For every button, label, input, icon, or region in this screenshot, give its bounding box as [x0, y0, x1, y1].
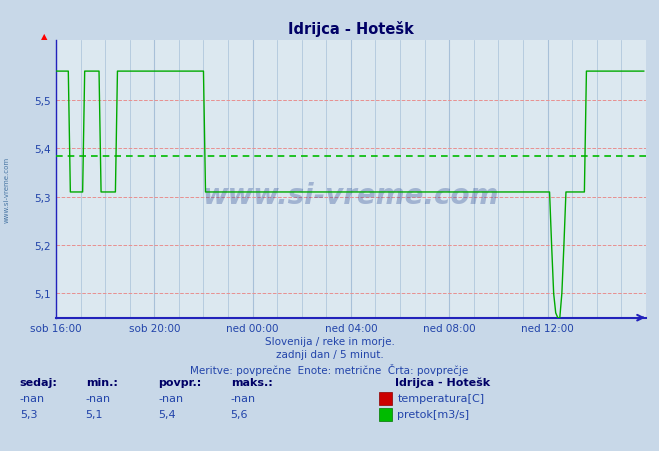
Text: povpr.:: povpr.:	[158, 377, 202, 387]
Text: -nan: -nan	[20, 393, 45, 403]
Text: 5,3: 5,3	[20, 409, 38, 419]
Text: temperatura[C]: temperatura[C]	[397, 393, 484, 403]
Text: 5,1: 5,1	[86, 409, 103, 419]
Text: Idrijca - Hotešk: Idrijca - Hotešk	[395, 377, 490, 387]
Text: Meritve: povprečne  Enote: metrične  Črta: povprečje: Meritve: povprečne Enote: metrične Črta:…	[190, 363, 469, 375]
Title: Idrijca - Hotešk: Idrijca - Hotešk	[288, 21, 414, 37]
Text: zadnji dan / 5 minut.: zadnji dan / 5 minut.	[275, 350, 384, 359]
Text: -nan: -nan	[231, 393, 256, 403]
Text: 5,4: 5,4	[158, 409, 176, 419]
Text: www.si-vreme.com: www.si-vreme.com	[203, 182, 499, 210]
Text: pretok[m3/s]: pretok[m3/s]	[397, 409, 469, 419]
Text: min.:: min.:	[86, 377, 117, 387]
Text: -nan: -nan	[86, 393, 111, 403]
Text: sedaj:: sedaj:	[20, 377, 57, 387]
Text: maks.:: maks.:	[231, 377, 272, 387]
Text: www.si-vreme.com: www.si-vreme.com	[3, 156, 10, 222]
Text: -nan: -nan	[158, 393, 183, 403]
Text: Slovenija / reke in morje.: Slovenija / reke in morje.	[264, 336, 395, 346]
Text: 5,6: 5,6	[231, 409, 248, 419]
Text: ▲: ▲	[40, 32, 47, 41]
